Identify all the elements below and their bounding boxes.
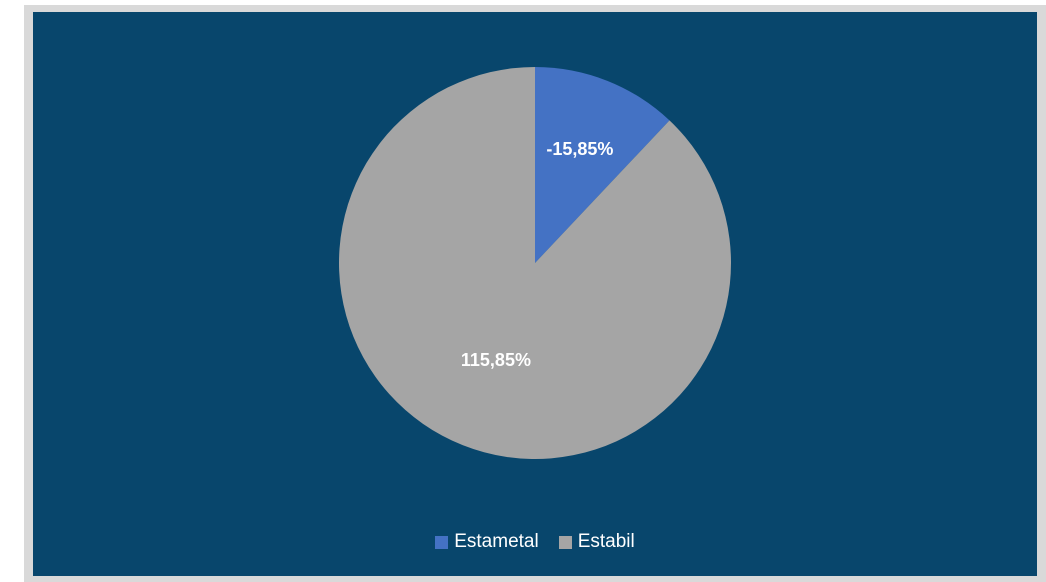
data-label-estabil: 115,85%	[461, 350, 531, 370]
data-label-estametal: -15,85%	[546, 139, 613, 159]
legend-item-estametal: Estametal	[435, 531, 539, 553]
legend-label-estametal: Estametal	[454, 531, 539, 552]
legend-swatch-estabil	[558, 535, 572, 549]
pie-slice-estabil	[338, 67, 732, 459]
pie-chart: -15,85% 115,85%	[338, 67, 732, 459]
legend-label-estabil: Estabil	[577, 531, 635, 552]
pie-slice-estametal	[535, 67, 670, 263]
legend: Estametal Estabil	[33, 531, 1037, 553]
chart-area: -15,85% 115,85% Estametal Estabil	[33, 12, 1037, 576]
legend-item-estabil: Estabil	[558, 531, 635, 553]
legend-swatch-estametal	[435, 535, 449, 549]
